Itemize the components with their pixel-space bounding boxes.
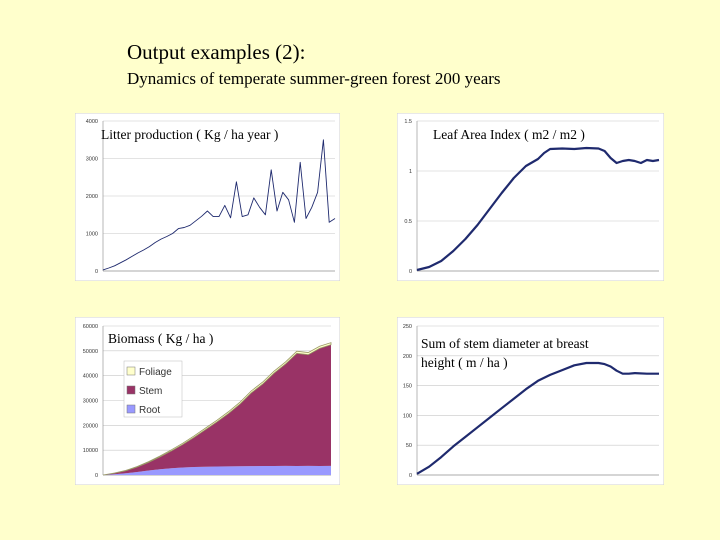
biomass-chart-panel: 0 10000 20000 30000 40000 50000 60000 Foliage St… <box>75 317 340 485</box>
litter-chart-panel: 0 1000 2000 3000 4000 Litter production ( Kg … <box>75 113 340 281</box>
y-tick-label: 10000 <box>83 448 98 454</box>
y-tick-label: 250 <box>403 324 412 330</box>
legend-swatch-foliage <box>126 366 136 376</box>
legend-swatch-root <box>126 404 136 414</box>
chart-background <box>75 113 340 281</box>
legend-label-stem: Stem <box>139 386 162 397</box>
y-tick-label: 60000 <box>83 324 98 330</box>
y-tick-label: 0 <box>95 473 98 479</box>
slide-subtitle: Dynamics of temperate summer-green fores… <box>127 69 501 88</box>
y-tick-label: 0.5 <box>404 219 412 225</box>
y-tick-label: 200 <box>403 354 412 360</box>
chart-title: Sum of stem diameter at breast height ( m… <box>421 336 589 370</box>
y-tick-label: 40000 <box>83 374 98 380</box>
biomass-chart: 0 10000 20000 30000 40000 50000 60000 Foliage St… <box>75 317 340 485</box>
y-tick-label: 0 <box>409 269 412 275</box>
y-tick-label: 20000 <box>83 423 98 429</box>
area-root <box>103 465 331 475</box>
y-tick-label: 4000 <box>86 119 98 125</box>
legend-swatch-stem <box>126 385 136 395</box>
series-line <box>102 139 336 271</box>
y-tick-label: 1.5 <box>404 119 412 125</box>
y-tick-label: 0 <box>95 269 98 275</box>
legend-label-root: Root <box>139 405 160 416</box>
y-tick-label: 1 <box>409 169 412 175</box>
y-tick-label: 150 <box>403 384 412 390</box>
dbh-chart-panel: 0 50 100 150 200 250 Sum of stem diameter at b… <box>397 317 664 485</box>
chart-title: Litter production ( Kg / ha year ) <box>101 127 278 142</box>
y-tick-label: 1000 <box>86 232 98 238</box>
chart-background <box>397 113 664 281</box>
y-tick-label: 50 <box>406 443 412 449</box>
y-tick-label: 3000 <box>86 157 98 163</box>
y-tick-label: 0 <box>409 473 412 479</box>
dbh-chart: 0 50 100 150 200 250 Sum of stem diameter at b… <box>397 317 664 485</box>
y-tick-label: 2000 <box>86 194 98 200</box>
chart-title: Leaf Area Index ( m2 / m2 ) <box>433 127 585 142</box>
lai-chart: 0 0.5 1 1.5 Leaf Area Index ( m2 / m2 ) <box>397 113 664 281</box>
series-line <box>416 146 660 272</box>
area-stem <box>103 344 331 475</box>
lai-chart-panel: 0 0.5 1 1.5 Leaf Area Index ( m2 / m2 ) <box>397 113 664 281</box>
slide-title: Output examples (2): <box>127 40 306 64</box>
area-foliage <box>102 342 332 476</box>
y-tick-label: 100 <box>403 413 412 419</box>
y-tick-label: 30000 <box>83 399 98 405</box>
y-tick-label: 50000 <box>83 349 98 355</box>
chart-title: Biomass ( Kg / ha ) <box>108 331 213 346</box>
series-line <box>416 361 659 475</box>
legend-label-foliage: Foliage <box>139 367 172 378</box>
